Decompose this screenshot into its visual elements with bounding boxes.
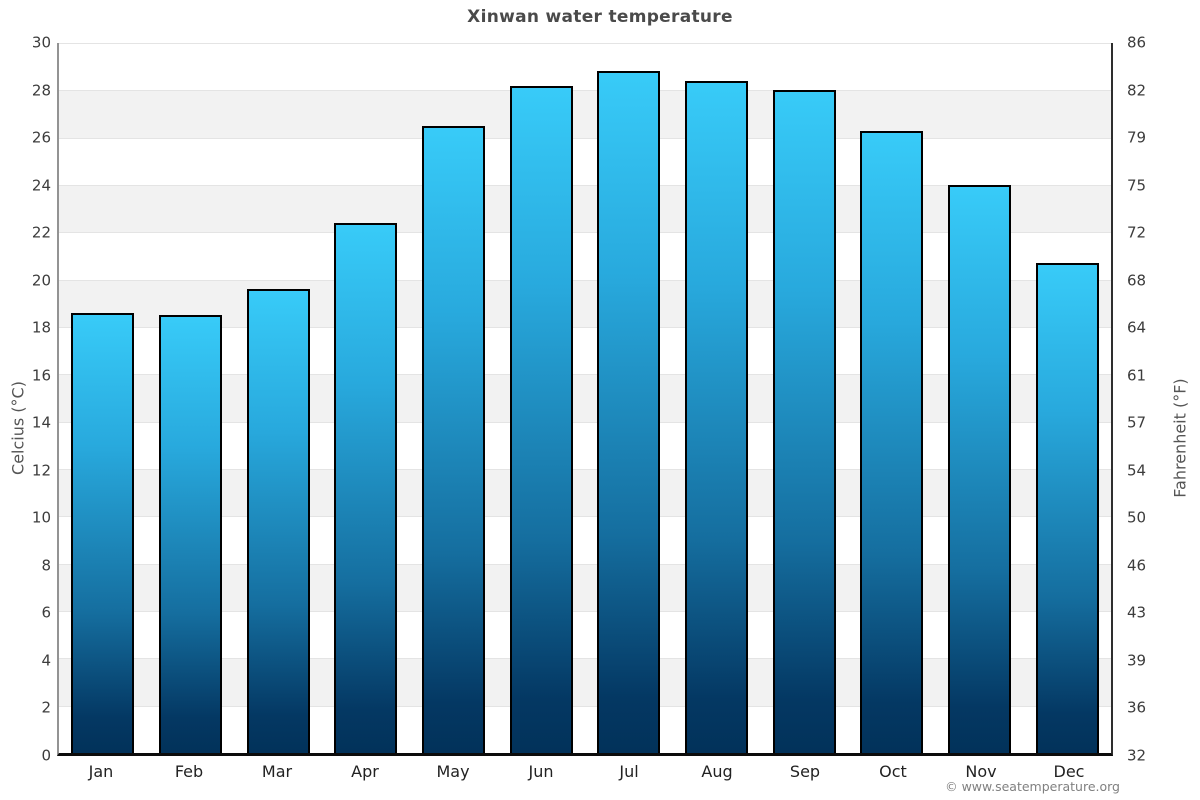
bar-slot-dec [1023, 43, 1111, 753]
x-axis-label-aug: Aug [701, 762, 733, 781]
bar-may[interactable] [421, 125, 486, 753]
axis-tick-label: 82 [1127, 81, 1147, 100]
axis-tick-label: 36 [1127, 698, 1147, 717]
axis-tick-label: 32 [1127, 746, 1147, 765]
plot-band [59, 279, 1111, 327]
bar-slot-aug [673, 43, 761, 753]
bar-jan[interactable] [71, 312, 135, 753]
axis-tick-label: 54 [1127, 461, 1147, 480]
plot-band [59, 43, 1111, 90]
y-axis-right-ticks: 86 82 79 75 72 68 64 61 57 54 50 46 43 39 36 32 [1127, 35, 1177, 763]
plot-bands [59, 43, 1111, 753]
plot-band [59, 137, 1111, 185]
axis-tick-label: 50 [1127, 508, 1147, 527]
axis-tick-label: 26 [31, 128, 51, 147]
plot-band [59, 705, 1111, 753]
plot-band [59, 516, 1111, 563]
axis-tick-label: 46 [1127, 556, 1147, 575]
plot-band [59, 421, 1111, 469]
axis-tick-label: 68 [1127, 271, 1147, 290]
bar-feb[interactable] [158, 315, 223, 753]
axis-tick-label: 22 [31, 223, 51, 242]
plot-band [59, 185, 1111, 233]
bar-slot-feb [147, 43, 235, 753]
copyright-text: © www.seatemperature.org [945, 779, 1120, 794]
y-axis-right-title: Fahrenheit (°F) [1170, 378, 1190, 498]
axis-tick-label: 28 [31, 81, 51, 100]
x-axis-label-may: May [436, 762, 470, 781]
plot-band [59, 90, 1111, 138]
axis-tick-label: 57 [1127, 413, 1147, 432]
chart-title: Xinwan water temperature [467, 7, 733, 27]
axis-tick-label: 64 [1127, 318, 1147, 337]
bar-slot-may [410, 43, 498, 753]
axis-tick-label: 4 [41, 651, 51, 670]
axis-tick-label: 6 [41, 603, 51, 622]
x-axis-label-apr: Apr [351, 762, 379, 781]
bar-slot-nov [936, 43, 1024, 753]
x-axis-label-jul: Jul [619, 762, 639, 781]
plot-band [59, 469, 1111, 517]
axis-tick-label: 20 [31, 271, 51, 290]
bar-slot-mar [234, 43, 322, 753]
bar-jul[interactable] [597, 71, 661, 753]
x-axis-labels: Jan Feb Mar Apr May Jun Jul Aug Sep Oct Nov Dec [57, 762, 1113, 781]
x-axis-label-dec: Dec [1053, 762, 1085, 781]
x-axis-label-nov: Nov [965, 762, 997, 781]
x-axis-label-mar: Mar [261, 762, 293, 781]
axis-tick-label: 2 [41, 698, 51, 717]
x-axis-label-jun: Jun [528, 762, 554, 781]
bar-oct[interactable] [860, 130, 924, 753]
bar-sep[interactable] [772, 90, 836, 753]
axis-tick-label: 61 [1127, 366, 1147, 385]
axis-tick-label: 0 [41, 746, 51, 765]
axis-tick-label: 43 [1127, 603, 1147, 622]
bar-slot-oct [848, 43, 936, 753]
plot-area [57, 43, 1113, 756]
axis-tick-label: 12 [31, 461, 51, 480]
axis-tick-label: 39 [1127, 651, 1147, 670]
bar-slot-jan [59, 43, 147, 753]
plot-band [59, 563, 1111, 611]
plot-band [59, 374, 1111, 422]
axis-tick-label: 24 [31, 176, 51, 195]
bar-jun[interactable] [509, 85, 573, 753]
bars [59, 43, 1111, 753]
axis-tick-label: 75 [1127, 176, 1147, 195]
bar-apr[interactable] [334, 222, 398, 753]
axis-tick-label: 16 [31, 366, 51, 385]
axis-tick-label: 79 [1127, 128, 1147, 147]
y-axis-left-ticks: 30 28 26 24 22 20 18 16 14 12 10 8 6 4 2 0 [0, 35, 51, 763]
bar-dec[interactable] [1035, 263, 1099, 753]
bar-slot-jul [585, 43, 673, 753]
x-axis-label-jan: Jan [88, 762, 114, 781]
y-axis-left-title: Celcius (°C) [8, 381, 28, 475]
axis-tick-label: 8 [41, 556, 51, 575]
bar-nov[interactable] [948, 185, 1012, 753]
bar-mar[interactable] [246, 289, 310, 753]
axis-tick-label: 14 [31, 413, 51, 432]
axis-tick-label: 30 [31, 33, 51, 52]
plot-band [59, 232, 1111, 279]
axis-tick-label: 10 [31, 508, 51, 527]
axis-tick-label: 86 [1127, 33, 1147, 52]
bar-slot-apr [322, 43, 410, 753]
plot-band [59, 658, 1111, 706]
axis-tick-label: 18 [31, 318, 51, 337]
axis-tick-label: 72 [1127, 223, 1147, 242]
plot-band [59, 327, 1111, 374]
plot-band [59, 611, 1111, 658]
bar-slot-sep [760, 43, 848, 753]
bar-aug[interactable] [684, 80, 749, 753]
x-axis-label-oct: Oct [879, 762, 907, 781]
bar-slot-jun [497, 43, 585, 753]
x-axis-label-sep: Sep [789, 762, 821, 781]
x-axis-label-feb: Feb [174, 762, 204, 781]
